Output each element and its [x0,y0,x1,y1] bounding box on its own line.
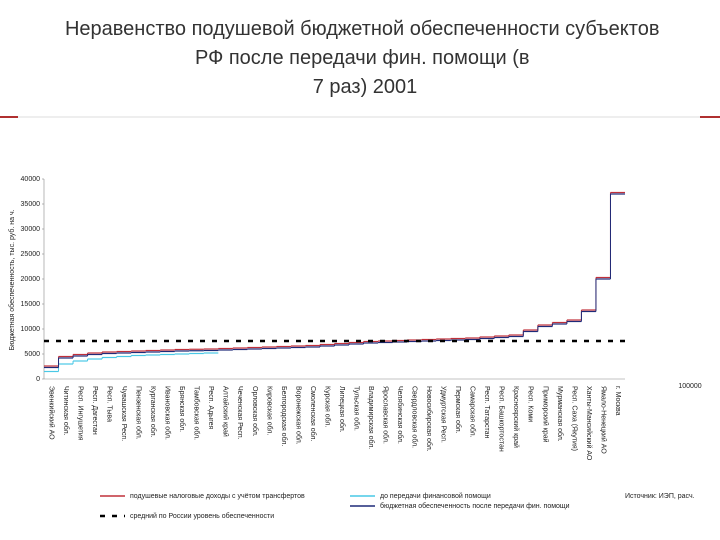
x-tick-label: Алтайский край [222,386,230,437]
legend-label: подушевые налоговые доходы с учётом тран… [130,493,305,500]
x-tick-label: Удмуртская Респ. [440,386,447,443]
x-tick-label: Ханты-Мансийский АО [585,386,593,461]
x-tick-label: Эвенкийский АО [47,386,55,440]
x-tick-label: Респ. Саха (Якутия) [570,386,577,451]
x-tick-label: Респ. Ингушетия [76,386,83,441]
y-tick-label: 10000 [21,326,41,333]
y-tick-label: 35000 [21,201,41,208]
x-tick-label: Владимирская обл. [367,386,375,449]
x-tick-label: Тульская обл. [352,386,360,431]
x-tick-label: Курская обл. [323,386,331,427]
x-tick-label: Воронежская обл. [294,386,302,445]
x-tick-label: Чувашская Респ. [120,386,127,441]
y-tick-label: 30000 [21,226,41,233]
x-tick-label: Самарская обл. [469,386,477,438]
y-axis-label: Бюджетная обеспеченность, тыс. руб. на ч… [8,209,16,350]
x-tick-label: Пермская обл. [454,386,462,434]
y-tick-label: 25000 [21,251,41,258]
x-tick-label: Приморский край [541,386,549,443]
x-tick-label: Красноярский край [512,386,520,448]
x-tick-label: Челябинская обл. [396,386,404,444]
x-tick-label: Свердловская обл. [411,386,419,448]
x-tick-label: Орловская обл. [251,386,259,437]
title-block: Неравенство подушевой бюджетной обеспече… [65,18,665,98]
legend-label: бюджетная обеспеченность после передачи … [380,502,570,510]
x-tick-label: Тамбовская обл. [193,386,201,440]
x-tick-label: г. Москва [614,386,621,416]
x-tick-label: Курганская обл. [149,386,157,438]
x-tick-label: Пензенская обл. [135,386,143,440]
x-tick-label: Ивановская обл. [164,386,172,440]
x-tick-label: Чеченская Респ. [236,386,243,440]
x-tick-label: Мурманская обл. [556,386,564,442]
y-tick-label: 15000 [21,301,41,308]
legend-label: средний по России уровень обеспеченности [130,512,274,520]
x-tick-label: Респ. Тыва [106,386,113,422]
x-tick-label: Респ. Дагестан [91,386,98,435]
chart-title: Неравенство подушевой бюджетной обеспече… [65,18,665,98]
x-tick-label: Белгородская обл. [280,386,288,446]
y-tick-label: 40000 [21,176,41,183]
x-tick-label: Липецкая обл. [338,386,346,433]
source: Источник: ИЭП, расч. [625,493,695,500]
x-tick-label: Кировская обл. [265,386,273,435]
x-tick-label: Респ. Башкортостан [498,386,505,452]
y-tick-label: 0 [36,376,40,383]
x-tick-label: Новосибирская обл. [425,386,433,452]
x-tick-label: Брянская обл. [178,386,186,432]
y-tick-label: 20000 [21,276,41,283]
x-tick-label: Ярославская обл. [381,386,389,444]
x-tick-label: Ямало-Ненецкий АО [599,386,607,454]
y-tick-label: 5000 [24,351,40,358]
x-tick-label: Респ. Адыгея [207,386,214,430]
side-label: 100000 [678,383,701,390]
legend-label: до передачи финансовой помощи [380,492,491,500]
x-tick-label: Респ. Татарстан [483,386,490,439]
x-tick-label: Смоленская обл. [309,386,317,441]
x-tick-label: Читинская обл. [62,386,70,436]
x-tick-label: Респ. Коми [527,386,534,422]
